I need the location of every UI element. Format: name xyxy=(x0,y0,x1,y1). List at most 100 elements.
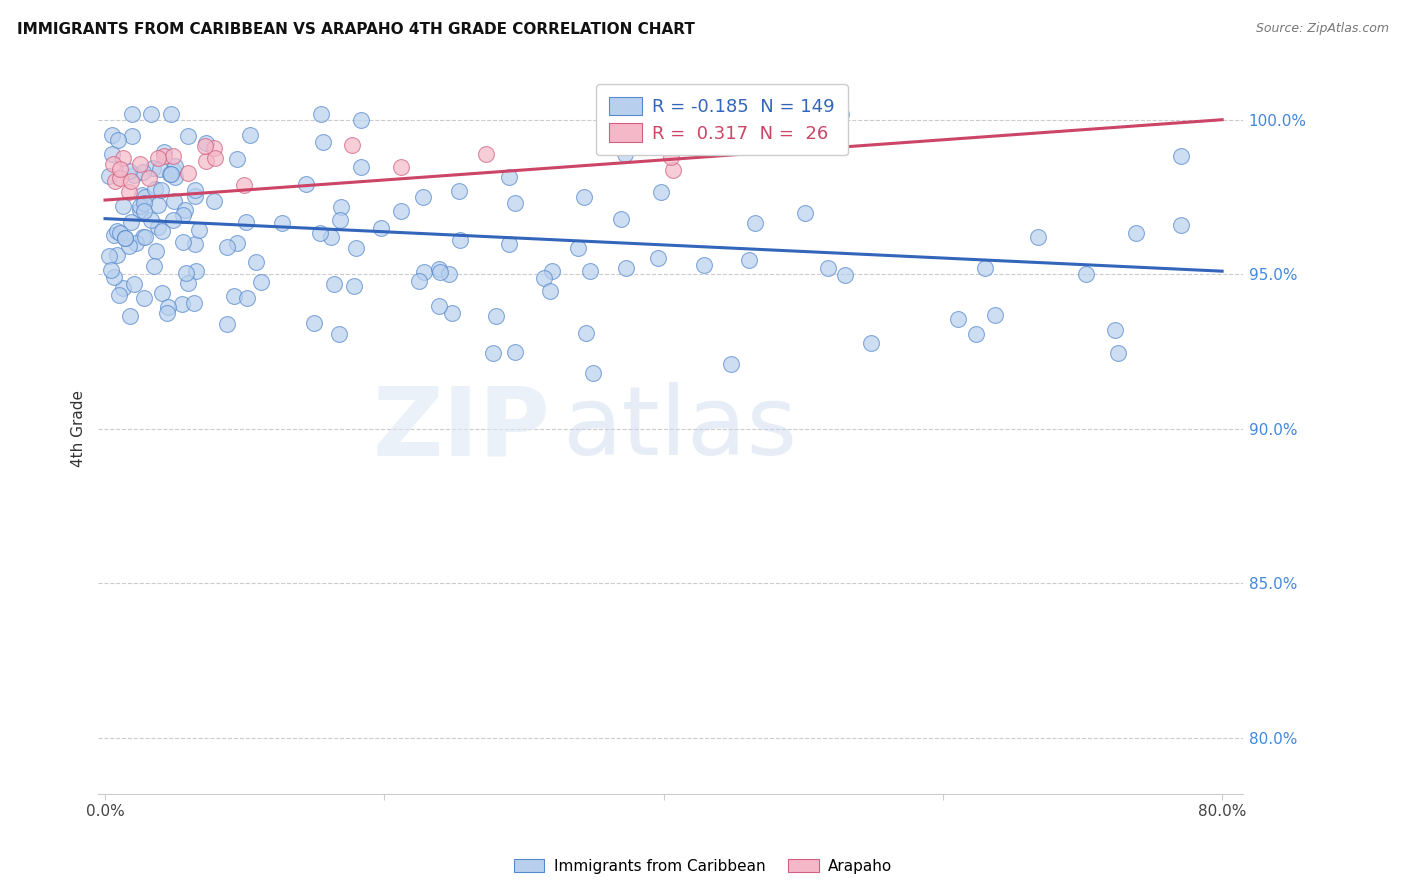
Point xyxy=(160,106,183,120)
Point xyxy=(103,227,125,242)
Point xyxy=(427,261,450,276)
Legend: R = -0.185  N = 149, R =  0.317  N =  26: R = -0.185 N = 149, R = 0.317 N = 26 xyxy=(596,84,848,155)
Point xyxy=(177,128,200,143)
Point xyxy=(225,152,247,166)
Point xyxy=(572,190,595,204)
Point xyxy=(245,254,267,268)
Point xyxy=(163,159,186,173)
Point xyxy=(134,291,156,305)
Point xyxy=(146,152,169,166)
Point xyxy=(125,235,148,250)
Text: IMMIGRANTS FROM CARIBBEAN VS ARAPAHO 4TH GRADE CORRELATION CHART: IMMIGRANTS FROM CARIBBEAN VS ARAPAHO 4TH… xyxy=(17,22,695,37)
Point xyxy=(817,260,839,275)
Text: Source: ZipAtlas.com: Source: ZipAtlas.com xyxy=(1256,22,1389,36)
Point xyxy=(948,312,970,326)
Point xyxy=(174,266,197,280)
Point xyxy=(309,227,332,241)
Point xyxy=(370,221,392,235)
Point xyxy=(98,249,121,263)
Point xyxy=(107,133,129,147)
Point xyxy=(141,161,163,176)
Point xyxy=(150,224,173,238)
Point xyxy=(121,106,143,120)
Point xyxy=(343,279,366,293)
Point xyxy=(101,157,124,171)
Point xyxy=(159,167,181,181)
Point xyxy=(475,147,498,161)
Point xyxy=(118,239,141,253)
Point xyxy=(503,195,526,210)
Point xyxy=(165,170,187,185)
Point xyxy=(132,164,155,178)
Point xyxy=(541,264,564,278)
Point xyxy=(412,265,434,279)
Point xyxy=(613,147,636,161)
Point xyxy=(110,171,132,186)
Point xyxy=(186,264,208,278)
Point xyxy=(111,281,134,295)
Point xyxy=(120,215,142,229)
Point xyxy=(150,286,173,301)
Point xyxy=(112,151,135,165)
Point xyxy=(153,149,176,163)
Point xyxy=(859,335,882,350)
Point xyxy=(1026,230,1049,244)
Point xyxy=(149,183,172,197)
Point xyxy=(744,216,766,230)
Point xyxy=(974,260,997,275)
Point xyxy=(412,189,434,203)
Point xyxy=(172,208,194,222)
Point xyxy=(1170,218,1192,232)
Point xyxy=(108,227,131,241)
Point xyxy=(309,106,332,120)
Point xyxy=(145,244,167,259)
Point xyxy=(184,237,207,252)
Point xyxy=(659,150,682,164)
Point xyxy=(204,151,226,165)
Point xyxy=(449,184,471,198)
Point xyxy=(250,275,273,289)
Point xyxy=(162,149,184,163)
Point xyxy=(129,156,152,170)
Point xyxy=(139,213,162,227)
Point xyxy=(408,274,430,288)
Point xyxy=(437,267,460,281)
Point xyxy=(134,190,156,204)
Point xyxy=(121,128,143,143)
Point xyxy=(187,222,209,236)
Point xyxy=(235,215,257,229)
Legend: Immigrants from Caribbean, Arapaho: Immigrants from Caribbean, Arapaho xyxy=(508,853,898,880)
Point xyxy=(614,260,637,275)
Point xyxy=(389,161,412,175)
Point xyxy=(108,288,131,302)
Point xyxy=(114,231,136,245)
Point xyxy=(232,178,254,193)
Point xyxy=(440,306,463,320)
Point xyxy=(193,138,215,153)
Point xyxy=(183,295,205,310)
Point xyxy=(312,135,335,149)
Point xyxy=(132,196,155,211)
Point xyxy=(128,203,150,218)
Point xyxy=(139,106,162,120)
Point xyxy=(120,174,142,188)
Point xyxy=(328,326,350,341)
Point xyxy=(1074,267,1097,281)
Point xyxy=(162,163,184,178)
Point xyxy=(575,326,598,340)
Point xyxy=(105,223,128,237)
Point xyxy=(1125,226,1147,240)
Point xyxy=(118,185,141,199)
Point xyxy=(132,203,155,218)
Point xyxy=(120,309,142,323)
Point xyxy=(965,326,987,341)
Point xyxy=(1107,346,1129,360)
Point xyxy=(204,141,226,155)
Point xyxy=(271,216,294,230)
Point xyxy=(173,202,195,217)
Point xyxy=(794,206,817,220)
Point xyxy=(183,183,205,197)
Point xyxy=(146,198,169,212)
Point xyxy=(498,169,520,184)
Point xyxy=(685,125,707,139)
